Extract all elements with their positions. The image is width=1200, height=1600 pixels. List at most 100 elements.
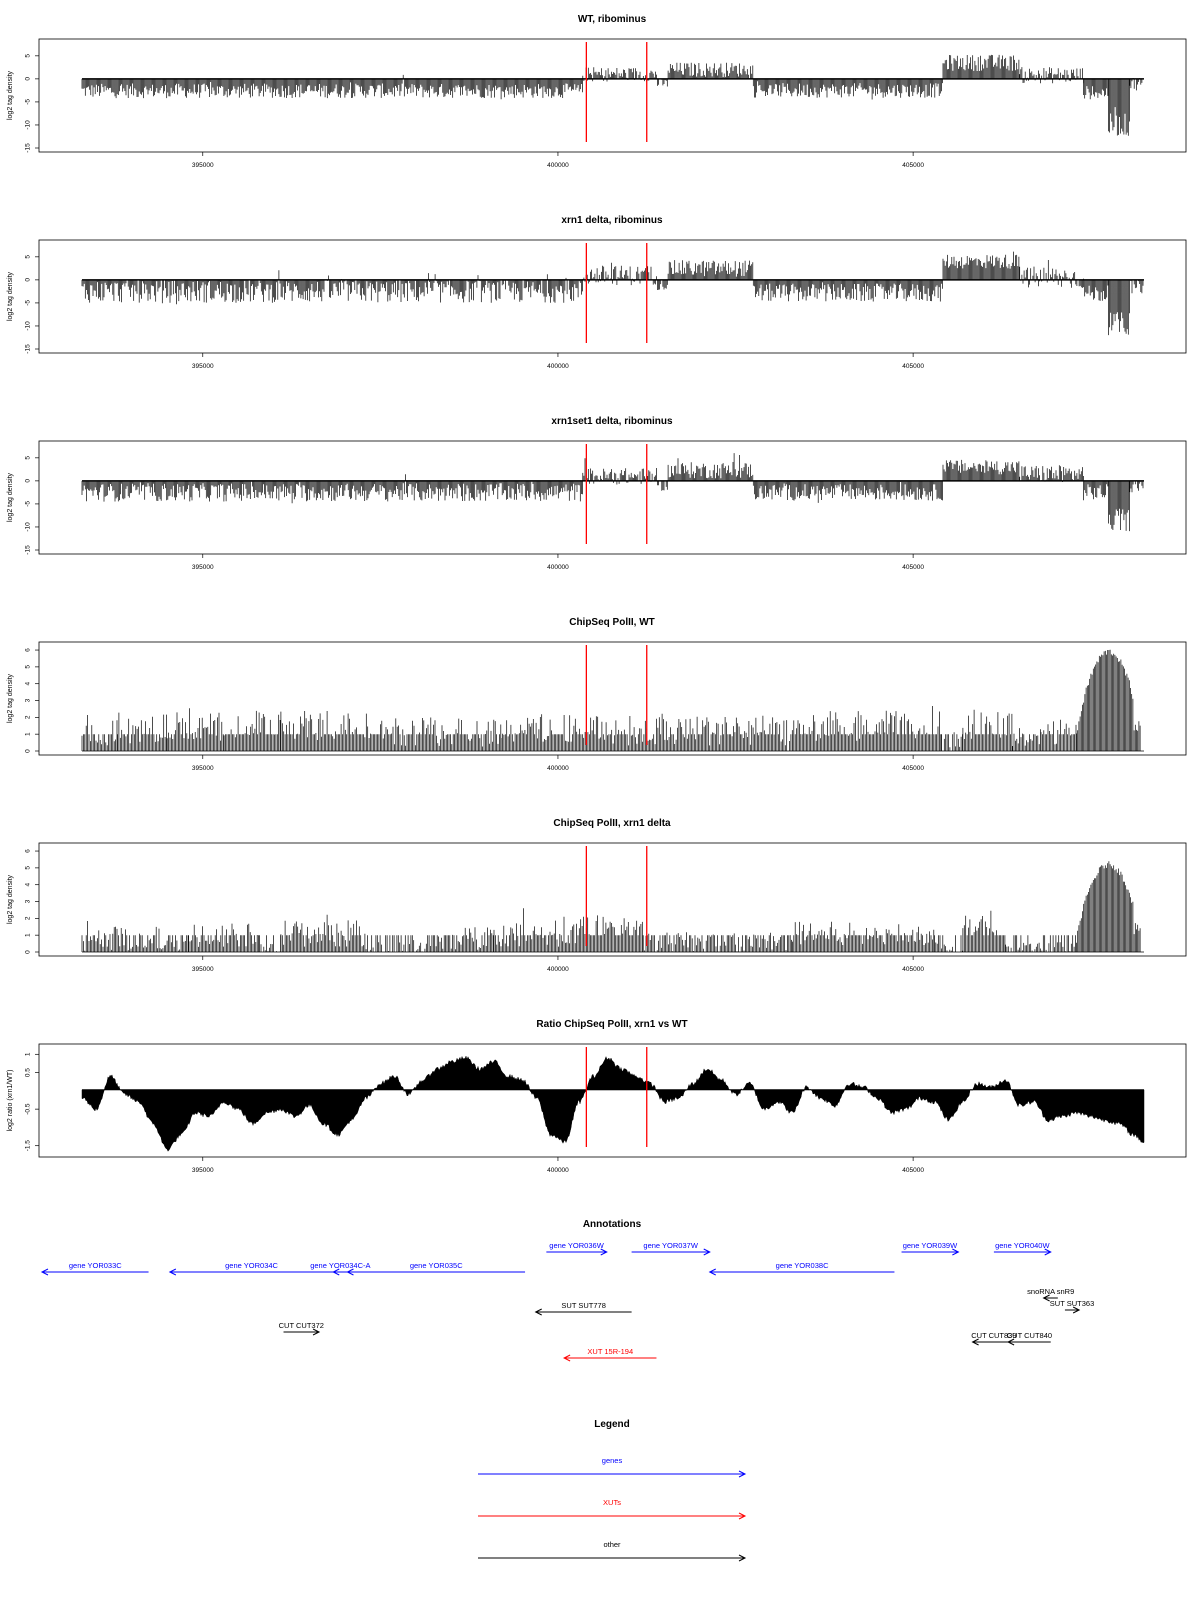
panel-2: xrn1 delta, ribominus log2 tag density -15… [7, 215, 1187, 370]
x-tick-label: 405000 [902, 162, 924, 169]
y-axis-label: log2 tag density [7, 472, 14, 522]
panel-title: WT, ribominus [578, 14, 647, 25]
legend-item-other: other [478, 1540, 747, 1562]
y-tick-label: 4 [25, 682, 32, 686]
y-axis-label: log2 tag density [7, 271, 14, 321]
annotation-label: gene YOR040W [995, 1241, 1050, 1250]
y-tick-label: 5 [25, 54, 32, 58]
legend-item-xuts: XUTs [478, 1498, 747, 1520]
x-tick-label: 405000 [902, 363, 924, 370]
annotation-track: Annotations gene YOR033C gene YOR034C gene… [40, 1219, 1094, 1362]
x-tick-label: 395000 [192, 162, 214, 169]
legend-item-label: XUTs [603, 1498, 621, 1507]
panel-title: Ratio ChipSeq PolII, xrn1 vs WT [536, 1019, 687, 1030]
annotation-arrow-head [168, 1268, 177, 1276]
annotation-arrow-head [600, 1248, 608, 1256]
annotation-arrow-head [534, 1308, 542, 1316]
y-tick-label: 4 [25, 883, 32, 887]
data-bars [81, 861, 1141, 952]
annotation-arrow-head [40, 1268, 49, 1276]
annotation-arrow-head [332, 1268, 340, 1276]
y-tick-label: 5 [25, 866, 32, 870]
y-tick-label: 1 [25, 732, 32, 736]
annotation-label: CUT CUT840 [1007, 1331, 1052, 1340]
y-tick-label: -10 [25, 522, 32, 532]
panel-title: xrn1 delta, ribominus [561, 215, 663, 226]
panel-title: ChipSeq PolII, xrn1 delta [553, 818, 671, 829]
x-tick-label: 400000 [547, 765, 569, 772]
panel-1: WT, ribominus log2 tag density -15 -10 -5 0 5 3… [7, 14, 1187, 169]
panel-title: xrn1set1 delta, ribominus [551, 416, 673, 427]
annotation-label: SUT SUT363 [1050, 1299, 1094, 1308]
annotation-arrow-head [1006, 1338, 1015, 1346]
annotation-gene-yor039w: gene YOR039W [901, 1241, 960, 1256]
panels: WT, ribominus log2 tag density -15 -10 -5 0 5 3… [7, 14, 1187, 1174]
x-tick-label: 395000 [192, 363, 214, 370]
annotation-arrow-head [346, 1268, 354, 1276]
x-tick-label: 400000 [547, 162, 569, 169]
y-tick-label: 0.5 [25, 1068, 32, 1077]
annotation-sut-sut778: SUT SUT778 [534, 1301, 632, 1316]
x-tick-label: 400000 [547, 363, 569, 370]
plot-frame [38, 239, 1187, 354]
annotation-gene-yor033c: gene YOR033C [40, 1261, 149, 1276]
annotation-arrow-head [1044, 1248, 1052, 1256]
annotation-gene-yor034c-a: gene YOR034C-A [310, 1261, 371, 1276]
y-tick-label: -15 [25, 344, 32, 354]
annotation-label: gene YOR038C [776, 1261, 829, 1270]
annotation-label: gene YOR039W [903, 1241, 958, 1250]
annotation-gene-yor035c: gene YOR035C [346, 1261, 526, 1276]
y-tick-label: 3 [25, 899, 32, 903]
panel-5: ChipSeq PolII, xrn1 delta log2 tag densit… [7, 818, 1187, 973]
annotation-gene-yor040w: gene YOR040W [993, 1241, 1052, 1256]
legend-item-label: other [603, 1540, 621, 1549]
x-tick-label: 405000 [902, 966, 924, 973]
annotation-gene-yor036w: gene YOR036W [546, 1241, 608, 1256]
legend: Legend genes XUTs other [478, 1419, 747, 1562]
y-tick-label: 0 [25, 749, 32, 753]
y-tick-label: 6 [25, 648, 32, 652]
y-tick-label: 6 [25, 849, 32, 853]
x-tick-label: 395000 [192, 765, 214, 772]
y-tick-label: -10 [25, 321, 32, 331]
y-tick-label: -1.5 [25, 1140, 32, 1152]
y-axis-label: log2 tag density [7, 874, 14, 924]
x-tick-label: 395000 [192, 564, 214, 571]
annotation-label: snoRNA snR9 [1027, 1287, 1074, 1296]
y-tick-label: 1 [25, 1052, 32, 1056]
y-tick-label: 2 [25, 715, 32, 719]
annotation-arrow-head [312, 1328, 321, 1336]
annotation-label: gene YOR035C [410, 1261, 463, 1270]
legend-item-label: genes [602, 1456, 623, 1465]
annotation-arrow-head [708, 1268, 716, 1276]
panel-3: xrn1set1 delta, ribominus log2 tag densit… [7, 416, 1187, 571]
annotation-gene-yor037w: gene YOR037W [631, 1241, 711, 1256]
y-tick-label: 0 [25, 278, 32, 282]
annotation-label: gene YOR034C [225, 1261, 278, 1270]
y-tick-label: 0 [25, 77, 32, 81]
y-tick-label: 5 [25, 456, 32, 460]
x-tick-label: 400000 [547, 564, 569, 571]
plot-frame [38, 440, 1187, 555]
y-tick-label: 3 [25, 698, 32, 702]
y-tick-label: 5 [25, 665, 32, 669]
plot-frame [38, 38, 1187, 153]
y-tick-label: -15 [25, 143, 32, 153]
y-tick-label: 0 [25, 479, 32, 483]
ratio-area [81, 1055, 1145, 1152]
annotation-arrow-head [952, 1248, 960, 1256]
annotation-cut-cut372: CUT CUT372 [279, 1321, 324, 1336]
legend-title: Legend [594, 1419, 630, 1430]
annotation-label: XUT 15R-194 [587, 1347, 633, 1356]
y-tick-label: -5 [25, 99, 32, 105]
annotation-arrow-head [1072, 1306, 1081, 1314]
annotation-arrow-head [563, 1354, 571, 1362]
y-axis-label: log2 ratio (xrn1/WT) [7, 1070, 14, 1132]
data-bars [81, 453, 1144, 532]
x-tick-label: 405000 [902, 765, 924, 772]
x-tick-label: 395000 [192, 966, 214, 973]
x-tick-label: 400000 [547, 966, 569, 973]
annotation-sut-sut363: SUT SUT363 [1050, 1299, 1094, 1314]
y-tick-label: -15 [25, 545, 32, 555]
